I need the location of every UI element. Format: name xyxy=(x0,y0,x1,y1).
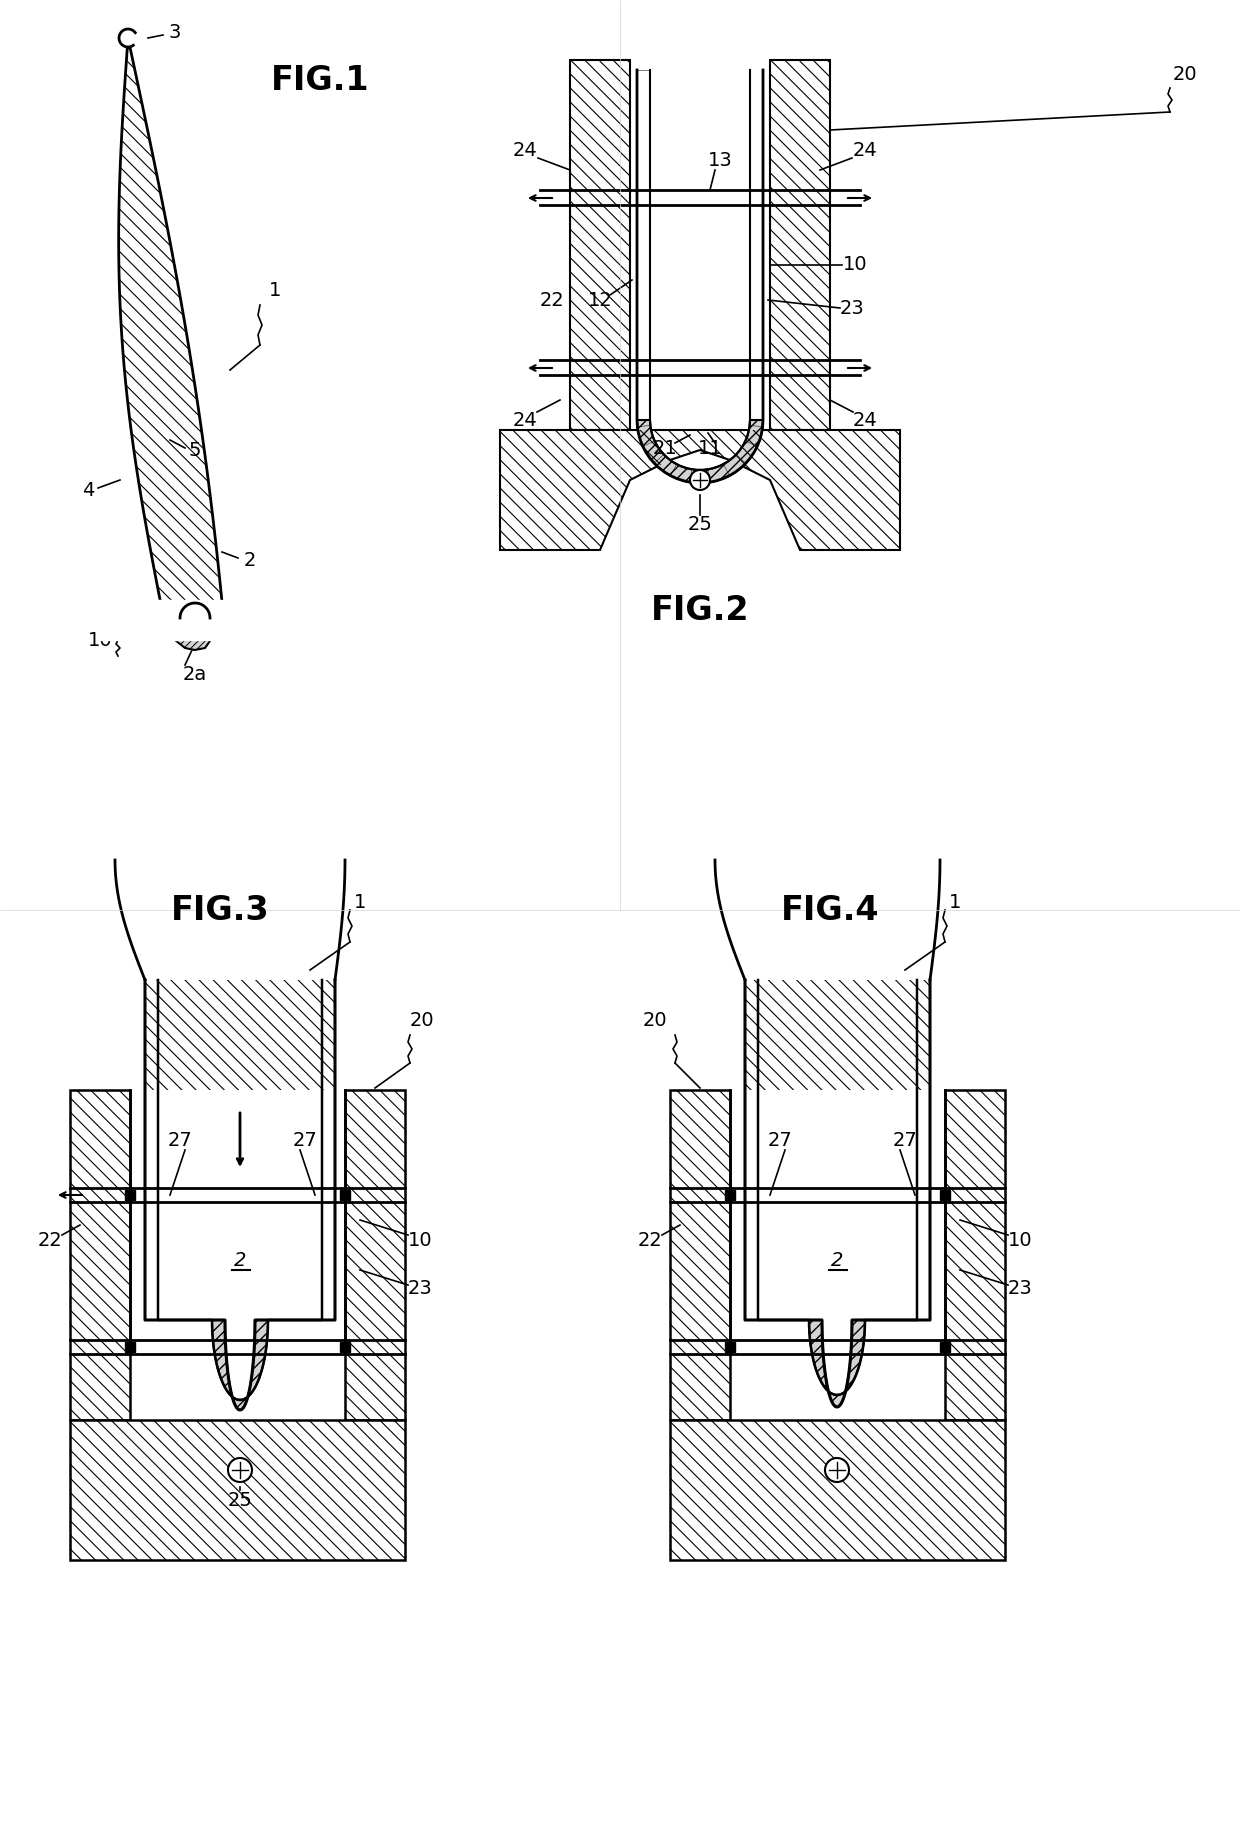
Bar xyxy=(725,1342,735,1353)
Bar xyxy=(100,600,300,640)
Text: 24: 24 xyxy=(512,411,537,430)
Text: 10: 10 xyxy=(408,1230,433,1250)
Text: 1: 1 xyxy=(269,280,281,300)
Text: 27: 27 xyxy=(768,1130,792,1150)
Text: FIG.4: FIG.4 xyxy=(781,894,879,927)
Text: 27: 27 xyxy=(893,1130,918,1150)
Text: 3: 3 xyxy=(169,22,181,42)
PathPatch shape xyxy=(500,430,900,550)
Text: 22: 22 xyxy=(539,291,564,309)
Circle shape xyxy=(825,1459,849,1483)
Text: 22: 22 xyxy=(637,1230,662,1250)
PathPatch shape xyxy=(345,1089,405,1420)
PathPatch shape xyxy=(808,1320,866,1408)
Text: FIG.3: FIG.3 xyxy=(171,894,269,927)
PathPatch shape xyxy=(212,1320,268,1409)
Text: 13: 13 xyxy=(708,150,733,170)
PathPatch shape xyxy=(945,1089,1004,1420)
Text: 27: 27 xyxy=(293,1130,317,1150)
Text: 24: 24 xyxy=(853,411,878,430)
PathPatch shape xyxy=(119,38,223,625)
Text: 2: 2 xyxy=(234,1250,247,1269)
PathPatch shape xyxy=(745,980,930,1089)
Text: 23: 23 xyxy=(839,298,864,318)
Text: 4: 4 xyxy=(82,481,94,499)
Text: 23: 23 xyxy=(1008,1278,1033,1298)
Text: 20: 20 xyxy=(409,1011,434,1029)
PathPatch shape xyxy=(637,420,763,483)
Text: 1: 1 xyxy=(949,892,961,912)
Text: FIG.2: FIG.2 xyxy=(651,594,749,627)
Text: 5: 5 xyxy=(188,441,201,459)
Bar xyxy=(725,1190,735,1199)
PathPatch shape xyxy=(770,60,830,430)
Text: 11: 11 xyxy=(698,439,723,457)
Circle shape xyxy=(120,29,136,46)
Bar xyxy=(340,1342,350,1353)
Text: 20: 20 xyxy=(1173,66,1198,84)
Text: 25: 25 xyxy=(687,515,713,534)
Bar xyxy=(940,1342,950,1353)
Text: 2: 2 xyxy=(831,1250,843,1269)
PathPatch shape xyxy=(570,60,630,430)
Text: 2a: 2a xyxy=(182,665,207,684)
Text: 10: 10 xyxy=(1008,1230,1033,1250)
PathPatch shape xyxy=(670,1089,730,1420)
Text: 25: 25 xyxy=(228,1490,253,1510)
Text: 22: 22 xyxy=(37,1230,62,1250)
Text: 12: 12 xyxy=(588,291,613,309)
Text: 2: 2 xyxy=(244,550,257,570)
Text: 21: 21 xyxy=(652,439,677,457)
Circle shape xyxy=(228,1459,252,1483)
Text: FIG.1: FIG.1 xyxy=(270,64,370,97)
PathPatch shape xyxy=(69,1089,130,1420)
Text: 10: 10 xyxy=(88,631,113,649)
Bar xyxy=(125,1342,135,1353)
PathPatch shape xyxy=(670,1420,1004,1559)
Text: 23: 23 xyxy=(408,1278,433,1298)
PathPatch shape xyxy=(165,620,215,651)
Text: 20: 20 xyxy=(642,1011,667,1029)
Text: 27: 27 xyxy=(167,1130,192,1150)
Text: 24: 24 xyxy=(853,141,878,159)
Text: 10: 10 xyxy=(843,256,867,274)
Text: 1: 1 xyxy=(353,892,366,912)
PathPatch shape xyxy=(69,1420,405,1559)
Circle shape xyxy=(689,470,711,490)
PathPatch shape xyxy=(145,980,335,1089)
Bar xyxy=(340,1190,350,1199)
Bar xyxy=(125,1190,135,1199)
Text: 24: 24 xyxy=(512,141,537,159)
Bar xyxy=(940,1190,950,1199)
